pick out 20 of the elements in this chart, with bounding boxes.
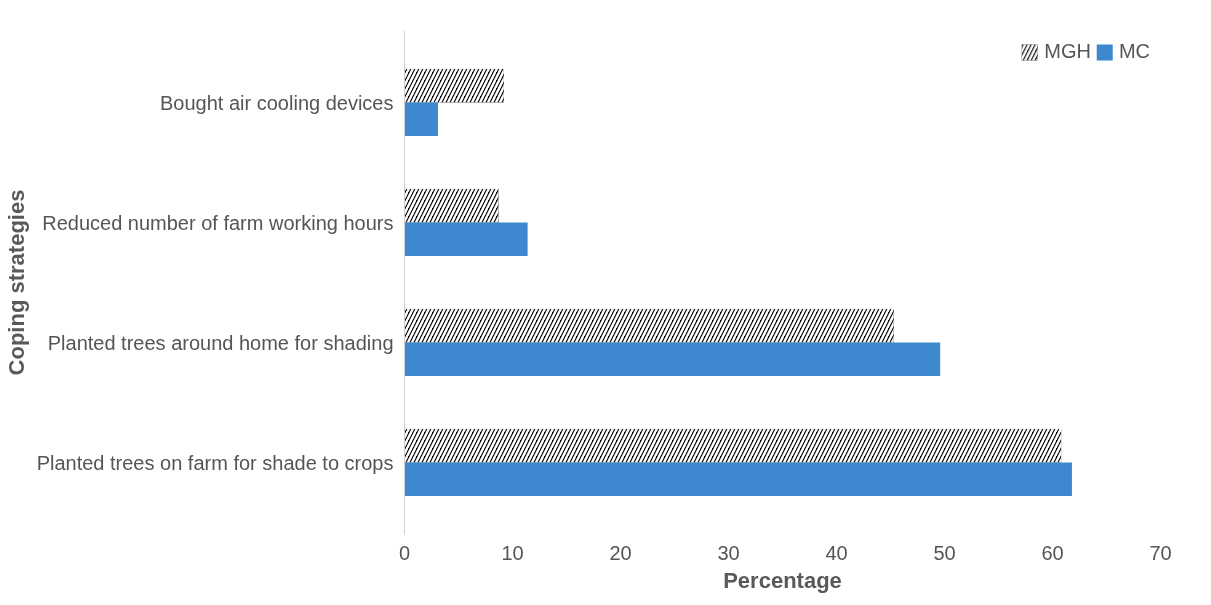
x-tick-label: 30 (717, 541, 740, 564)
x-tick-label: 0 (398, 541, 411, 564)
x-tick-label: 50 (933, 541, 956, 564)
bar (404, 462, 1072, 497)
y-tick-label: Reduced number of farm working hours (42, 211, 394, 234)
x-tick-label: 60 (1041, 541, 1064, 564)
bar (404, 342, 941, 377)
x-tick-label: 10 (501, 541, 524, 564)
x-axis-title: Percentage (723, 567, 842, 593)
x-tick-label: 20 (609, 541, 632, 564)
x-tick-label: 40 (825, 541, 848, 564)
y-axis-title: Coping strategies (3, 189, 29, 376)
y-tick-label: Bought air cooling devices (160, 91, 394, 114)
y-tick-label: Planted trees around home for shading (47, 331, 394, 354)
bar (404, 222, 528, 257)
bar (404, 102, 438, 137)
x-tick-label: 70 (1149, 541, 1172, 564)
legend-label: MGH (1044, 40, 1091, 63)
legend-label: MC (1118, 40, 1150, 63)
y-tick-label: Planted trees on farm for shade to crops (36, 451, 394, 474)
